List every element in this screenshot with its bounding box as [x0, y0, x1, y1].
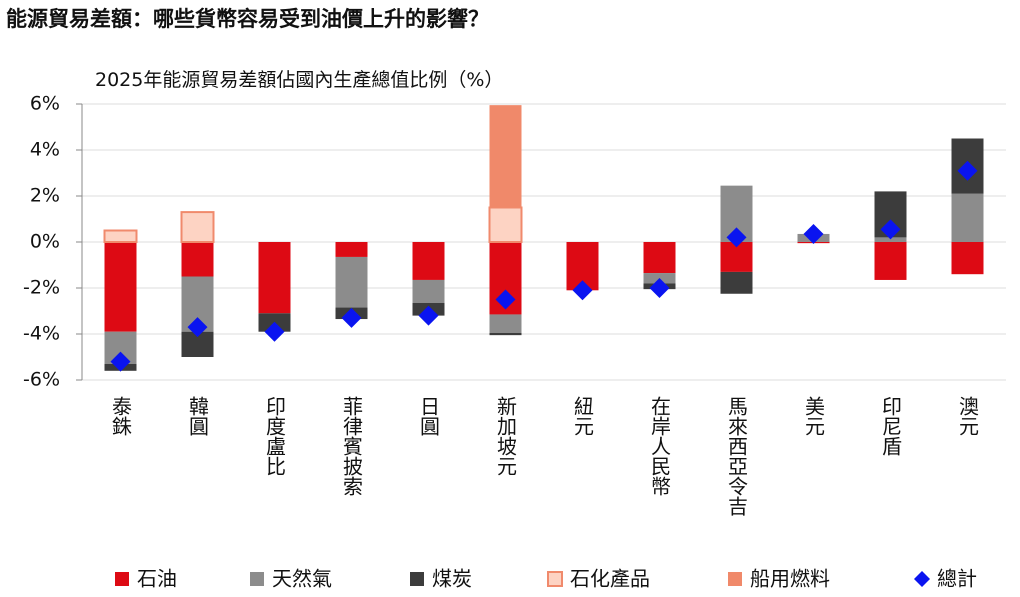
x-tick-label: 紐元	[571, 396, 595, 436]
legend-swatch	[728, 572, 742, 586]
legend-swatch	[115, 572, 129, 586]
bar-segment	[412, 279, 445, 303]
bar-segment	[951, 242, 984, 275]
legend-swatch	[914, 571, 930, 587]
y-tick-label: -4%	[23, 323, 60, 345]
x-tick-label: 韓圓	[186, 396, 210, 436]
y-tick-label: 6%	[30, 93, 60, 115]
total-marker	[803, 223, 824, 244]
bar-segment	[258, 242, 291, 314]
x-tick-label: 在岸人民幣	[648, 396, 672, 496]
legend-label: 總計	[937, 567, 977, 591]
bar-segment	[104, 242, 137, 332]
bar-segment	[489, 314, 522, 333]
total-marker	[957, 160, 978, 181]
x-tick-label: 印尼盾	[879, 396, 903, 456]
total-marker	[264, 321, 285, 342]
legend-label: 船用燃料	[750, 567, 830, 591]
total-marker	[880, 219, 901, 240]
bar-segment	[489, 105, 522, 208]
x-tick-label: 美元	[802, 396, 826, 436]
total-marker	[110, 351, 131, 372]
bar-segment	[643, 242, 676, 274]
x-tick-label: 日圓	[417, 396, 441, 436]
bar-segment	[488, 206, 523, 243]
x-tick-label: 菲律賓披索	[340, 396, 364, 496]
total-marker	[572, 280, 593, 301]
total-marker	[418, 305, 439, 326]
legend-swatch	[547, 571, 563, 587]
total-marker	[187, 317, 208, 338]
x-tick-label: 新加坡元	[494, 396, 518, 476]
bar-segment	[489, 332, 522, 336]
chart-subtitle: 2025年能源貿易差額佔國內生產總值比例（%）	[95, 69, 503, 91]
y-tick-label: 4%	[30, 139, 60, 161]
bar-segment	[180, 211, 215, 244]
legend-label: 煤炭	[432, 567, 472, 591]
x-tick-label: 印度盧比	[263, 396, 287, 476]
legend-swatch	[410, 572, 424, 586]
bar-segment	[720, 271, 753, 294]
bar-segment	[103, 229, 138, 243]
legend-label: 石化產品	[570, 567, 650, 591]
bar-segment	[874, 242, 907, 280]
y-tick-label: 2%	[30, 185, 60, 207]
y-tick-label: 0%	[30, 231, 60, 253]
bar-segment	[335, 242, 368, 257]
bar-segment	[874, 237, 907, 242]
legend-label: 石油	[137, 567, 177, 591]
y-tick-label: -2%	[23, 277, 60, 299]
y-tick-label: -6%	[23, 369, 60, 391]
x-tick-label: 馬來西亞令吉	[725, 396, 749, 516]
bar-segment	[335, 256, 368, 308]
total-marker	[495, 289, 516, 310]
bar-segment	[412, 242, 445, 280]
legend-label: 天然氣	[272, 567, 332, 591]
x-tick-label: 澳元	[956, 396, 980, 436]
bar-segment	[181, 242, 214, 277]
total-marker	[649, 278, 670, 298]
total-marker	[341, 307, 362, 328]
total-marker	[726, 227, 747, 248]
bar-segment	[951, 193, 984, 242]
chart-title: 能源貿易差額：哪些貨幣容易受到油價上升的影響？	[6, 7, 489, 31]
legend-swatch	[250, 572, 264, 586]
x-tick-label: 泰銖	[109, 396, 133, 436]
